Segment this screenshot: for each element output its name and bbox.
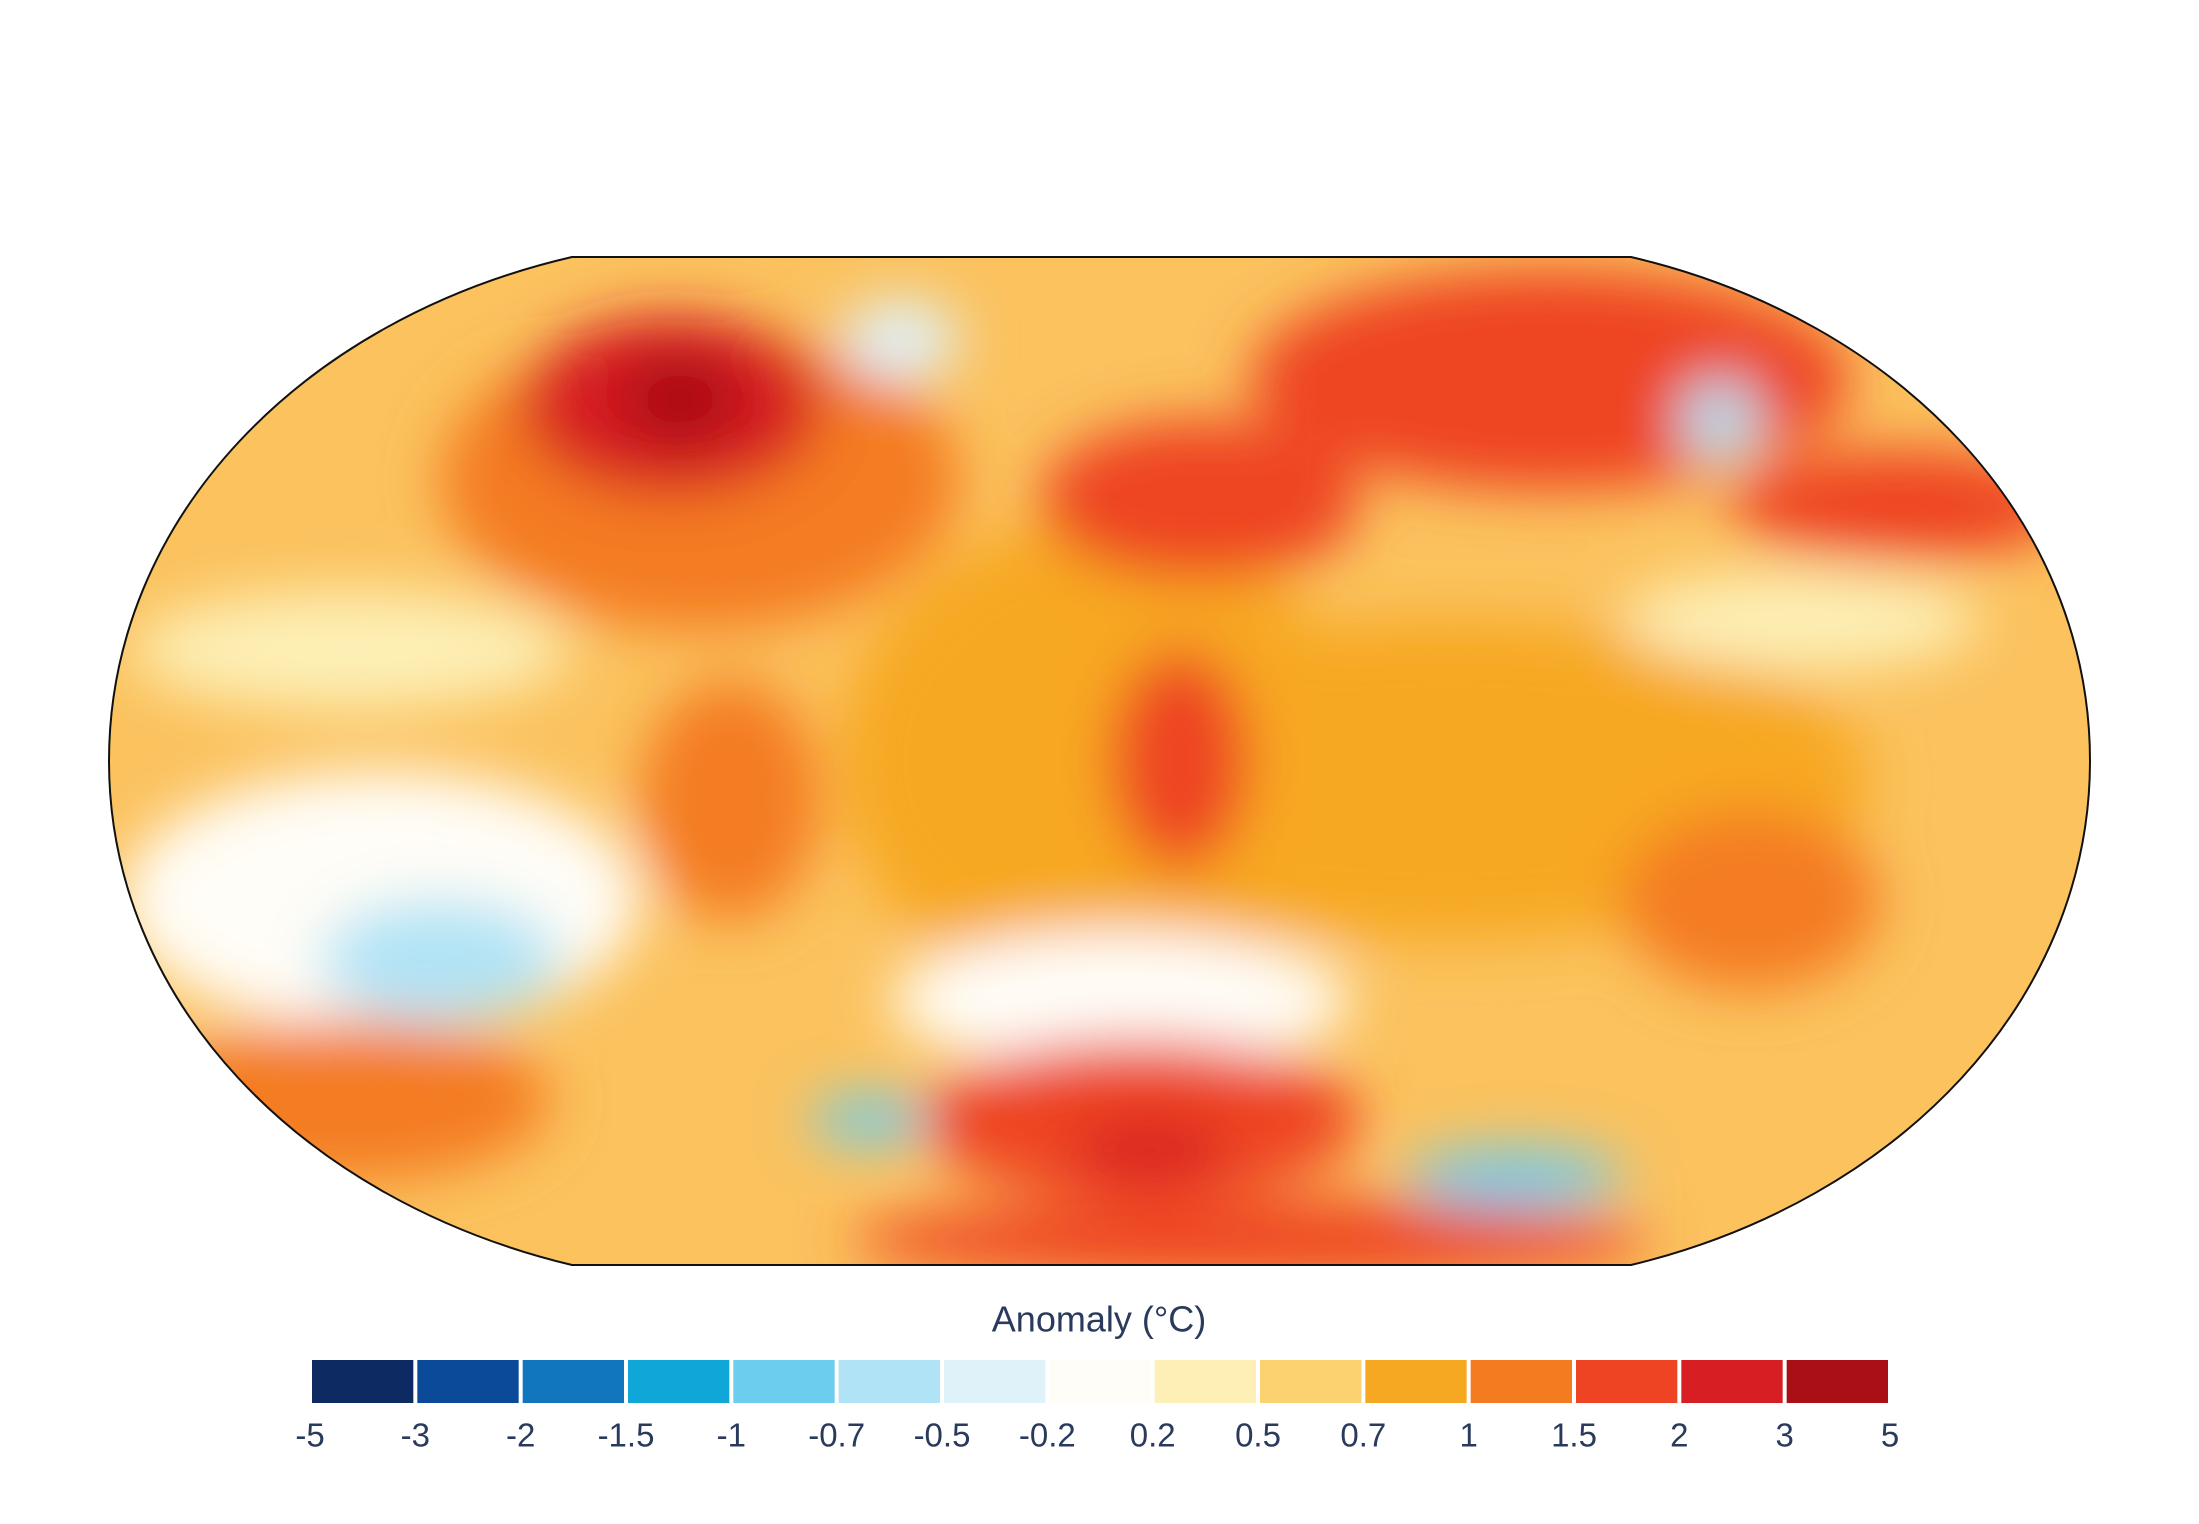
- tick-label: -1: [717, 1417, 746, 1454]
- map-outline: [107, 256, 2092, 1266]
- color-swatch: [944, 1360, 1046, 1403]
- color-swatch: [1154, 1360, 1256, 1403]
- tick-label: 0.7: [1340, 1417, 1386, 1454]
- tick-label: 3: [1775, 1417, 1793, 1454]
- anomaly-field: [120, 270, 2070, 1265]
- color-swatch: [1786, 1360, 1888, 1403]
- color-swatch: [1049, 1360, 1151, 1403]
- tick-label: -0.5: [914, 1417, 971, 1454]
- color-swatch: [522, 1360, 624, 1403]
- color-swatch: [1681, 1360, 1783, 1403]
- legend-title: Anomaly (°C): [992, 1299, 1206, 1340]
- color-swatch: [1470, 1360, 1572, 1403]
- tick-label: 0.2: [1130, 1417, 1176, 1454]
- tick-label: -1.5: [598, 1417, 655, 1454]
- color-swatch: [838, 1360, 940, 1403]
- tick-label: -0.2: [1019, 1417, 1076, 1454]
- tick-label: 1: [1459, 1417, 1477, 1454]
- color-swatch: [628, 1360, 730, 1403]
- color-swatch: [733, 1360, 835, 1403]
- color-swatch: [417, 1360, 519, 1403]
- tick-label: 2: [1670, 1417, 1688, 1454]
- tick-label: -5: [295, 1417, 324, 1454]
- tick-label: -3: [401, 1417, 430, 1454]
- colorbar: -5 -3 -2 -1.5 -1 -0.7 -0.5 -0.2 0.2 0.5 0.7 1 1.5 2 3 5: [295, 1360, 1899, 1454]
- tick-label: 1.5: [1551, 1417, 1597, 1454]
- map: [109, 257, 2090, 1265]
- color-swatch: [1576, 1360, 1678, 1403]
- tick-label: -2: [506, 1417, 535, 1454]
- tick-label: 0.5: [1235, 1417, 1281, 1454]
- color-swatch: [1365, 1360, 1467, 1403]
- color-swatch: [312, 1360, 414, 1403]
- tick-label: 5: [1881, 1417, 1899, 1454]
- tick-label: -0.7: [808, 1417, 865, 1454]
- color-swatch: [1260, 1360, 1362, 1403]
